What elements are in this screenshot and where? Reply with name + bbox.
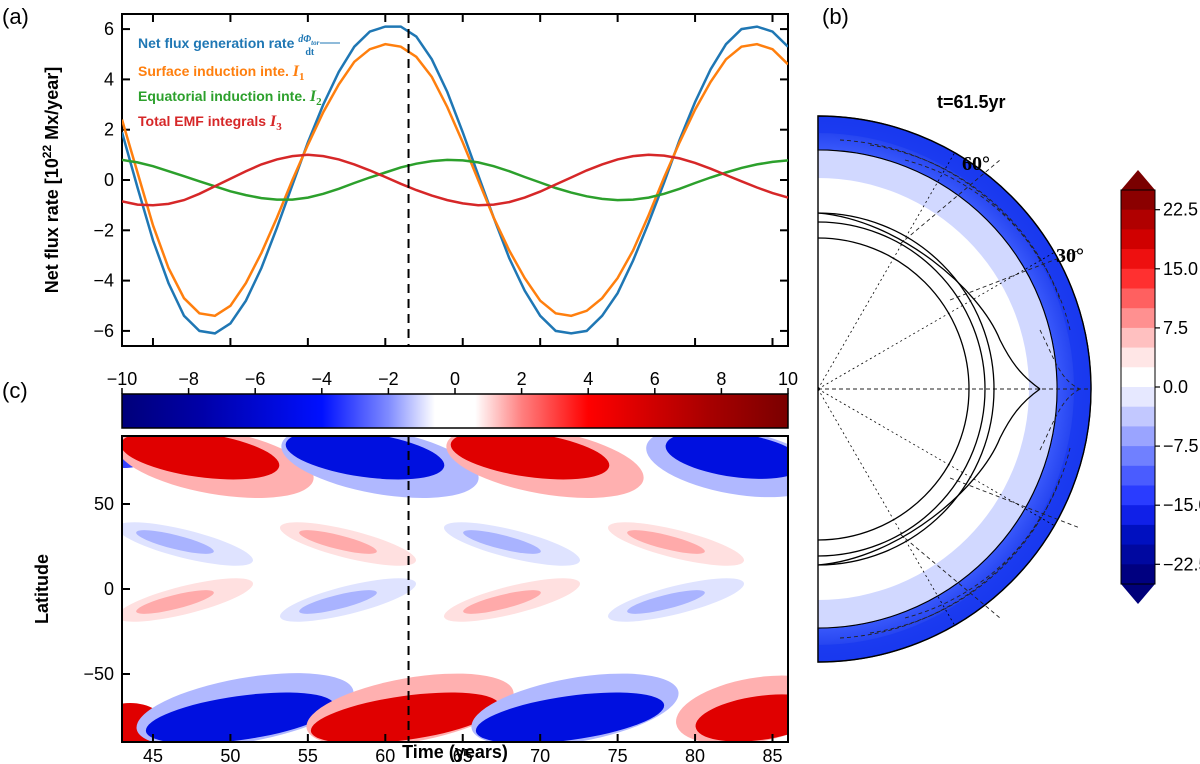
angle-label-30: 30°: [1056, 245, 1084, 267]
legend-net-flux: Net flux generation rate dΦtor dt: [138, 34, 320, 58]
panel-c-x-label: Time (years): [402, 742, 508, 762]
b-cbar-band: [1121, 505, 1155, 526]
a-ytick-label: 6: [104, 19, 114, 39]
colorbar-b-top-arrow: [1121, 170, 1155, 190]
c-cbar-tick-label: −10: [107, 369, 138, 389]
b-cbar-tick-label: 0.0: [1163, 377, 1188, 397]
panel-c-x-ticks: 45 50 55 60 65 70 75 80 85: [143, 734, 783, 764]
panel-a-y-ticks: −6 −4 −2 0 2 4 6: [93, 19, 788, 341]
panel-b-colorbar-ticks: 22.5 15.0 7.5 0.0 −7.5 −15.0 −22.5: [1155, 200, 1200, 574]
panel-a-series: [122, 25, 788, 335]
b-cbar-band: [1121, 347, 1155, 368]
series-line-equatorial: [122, 158, 788, 202]
c-xtick-label: 85: [762, 746, 782, 764]
c-cbar-tick-label: 4: [583, 369, 593, 389]
b-cbar-band: [1121, 327, 1155, 349]
c-cbar-tick-label: −8: [178, 369, 199, 389]
c-cbar-tick-label: 2: [517, 369, 527, 389]
panel-c-label: (c): [2, 378, 28, 403]
panel-c-field: [122, 436, 788, 742]
c-xtick-label: 70: [530, 746, 550, 764]
colorbar-b-bottom-arrow: [1121, 584, 1155, 604]
c-cbar-tick-label: −2: [378, 369, 399, 389]
b-cbar-band: [1121, 367, 1155, 388]
panel-c-y-ticks: −50 0 50: [83, 494, 130, 684]
c-xtick-label: 60: [375, 746, 395, 764]
b-cbar-band: [1121, 308, 1155, 329]
b-cbar-tick-label: −7.5: [1163, 436, 1199, 456]
b-cbar-band: [1121, 190, 1155, 211]
b-cbar-band: [1121, 406, 1155, 427]
b-cbar-band: [1121, 544, 1155, 565]
legend-surface-induction: Surface induction inte. I1: [138, 63, 305, 83]
b-cbar-band: [1121, 465, 1155, 486]
panel-c-colorbar-bar: [121, 393, 789, 429]
c-cbar-tick-label: 0: [450, 369, 460, 389]
b-cbar-tick-label: −15.0: [1163, 495, 1200, 515]
panel-b-label: (b): [822, 4, 849, 29]
a-ytick-label: 4: [104, 69, 114, 89]
series-line-surface: [122, 42, 788, 318]
c-ytick-label: 0: [104, 579, 114, 599]
b-cbar-band: [1121, 288, 1155, 309]
panel-a-label: (a): [2, 4, 29, 29]
b-cbar-band: [1121, 229, 1155, 250]
c-ytick-label: 50: [94, 494, 114, 514]
b-cbar-band: [1121, 268, 1155, 289]
c-cbar-tick-label: 8: [716, 369, 726, 389]
b-cbar-band: [1121, 209, 1155, 230]
panel-b-latitude-lines: [817, 151, 1056, 627]
c-cbar-tick-label: −6: [245, 369, 266, 389]
a-ytick-label: 2: [104, 120, 114, 140]
b-cbar-tick-label: 15.0: [1163, 259, 1198, 279]
panel-a-y-label: Net flux rate [1022 Mx/year]: [40, 67, 62, 293]
b-cbar-band: [1121, 387, 1155, 408]
panel-a-legend: Net flux generation rate dΦtor dt Surface…: [138, 34, 340, 133]
c-xtick-label: 80: [685, 746, 705, 764]
c-cbar-tick-label: 6: [650, 369, 660, 389]
panel-c-y-label: Latitude: [32, 554, 52, 624]
series-line-emf: [122, 153, 788, 207]
panel-a-x-ticks: [151, 14, 774, 346]
c-cbar-tick-label: −4: [312, 369, 333, 389]
c-xtick-label: 55: [298, 746, 318, 764]
b-cbar-band: [1121, 485, 1155, 506]
panel-b-field-lines: [817, 212, 1041, 566]
panel-c-butterfly-heatmap: −50 0 50 45 50 55 60 65 70 75 80 85 Time (years) L…: [32, 435, 789, 764]
b-cbar-band: [1121, 524, 1155, 546]
b-cbar-band: [1121, 564, 1155, 585]
a-ytick-label: −2: [93, 220, 114, 240]
b-cbar-band: [1121, 426, 1155, 447]
panel-c-colorbar-ticks: −10 −8 −6 −4 −2 0 2 4 6 8 10: [107, 369, 798, 394]
legend-total-emf: Total EMF integrals I3: [138, 113, 282, 133]
b-cbar-tick-label: 22.5: [1163, 200, 1198, 220]
c-xtick-label: 45: [143, 746, 163, 764]
a-ytick-label: 0: [104, 170, 114, 190]
a-ytick-label: −4: [93, 271, 114, 291]
c-cbar-tick-label: 10: [778, 369, 798, 389]
c-ytick-label: −50: [83, 664, 114, 684]
c-xtick-label: 50: [220, 746, 240, 764]
b-cbar-tick-label: 7.5: [1163, 318, 1188, 338]
panel-b-time-title: t=61.5yr: [937, 92, 1006, 112]
c-xtick-label: 65: [453, 746, 473, 764]
angle-label-60: 60°: [962, 153, 990, 175]
panel-b-colorbar-bands: [1121, 190, 1155, 585]
b-cbar-tick-label: −22.5: [1163, 554, 1200, 574]
panel-b-meridional-plane: 60° 30°: [817, 115, 1092, 663]
panel-c-colorbar: −10 −8 −6 −4 −2 0 2 4 6 8 10: [107, 369, 798, 429]
c-xtick-label: 75: [608, 746, 628, 764]
b-cbar-band: [1121, 446, 1155, 467]
panel-b-contours: [818, 139, 1091, 639]
a-ytick-label: −6: [93, 321, 114, 341]
legend-equatorial-induction: Equatorial induction inte. I2: [138, 88, 322, 108]
b-cbar-band: [1121, 249, 1155, 270]
panel-b-colorbar: 22.5 15.0 7.5 0.0 −7.5 −15.0 −22.5: [1120, 170, 1200, 604]
